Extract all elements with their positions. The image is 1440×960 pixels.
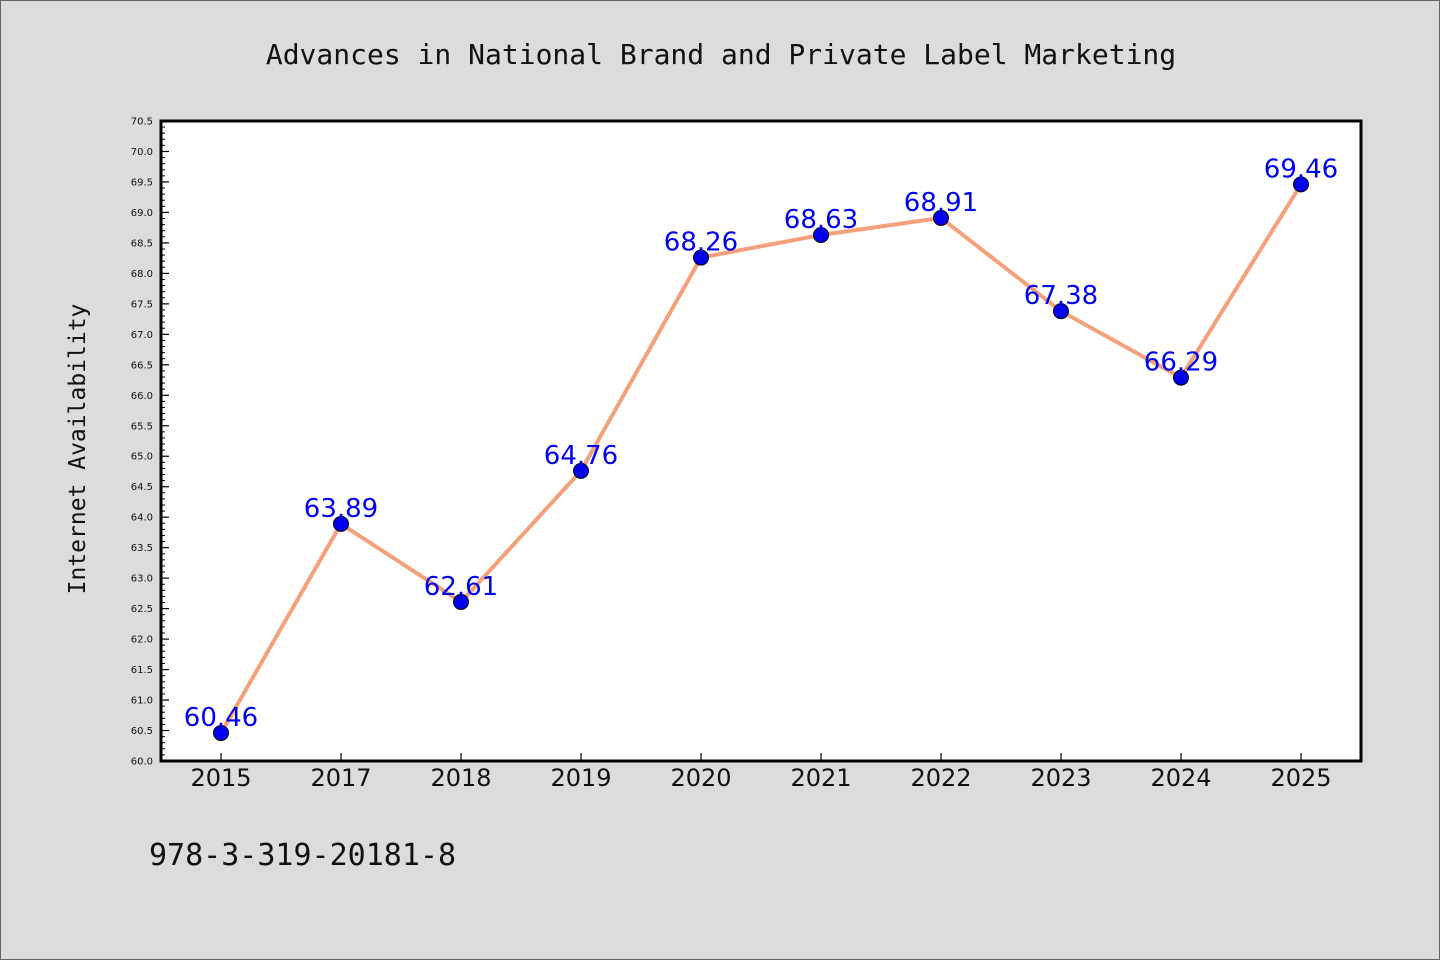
plot-area xyxy=(161,121,1361,761)
chart-title: Advances in National Brand and Private L… xyxy=(266,38,1176,71)
y-tick-label: 64.5 xyxy=(131,482,153,493)
x-tick-label: 2020 xyxy=(670,764,731,792)
y-tick-label: 65.0 xyxy=(131,452,153,463)
data-label: 63.89 xyxy=(304,494,378,524)
x-tick-label: 2024 xyxy=(1150,764,1211,792)
y-tick-label: 67.5 xyxy=(131,299,153,310)
x-tick-label: 2021 xyxy=(790,764,851,792)
x-tick-label: 2018 xyxy=(430,764,491,792)
y-tick-label: 68.0 xyxy=(131,269,153,280)
y-tick-label: 63.0 xyxy=(131,574,153,585)
data-label: 68.63 xyxy=(784,205,858,235)
data-point xyxy=(693,249,709,266)
y-tick-label: 60.5 xyxy=(131,726,153,737)
x-tick-label: 2019 xyxy=(550,764,611,792)
y-tick-label: 64.0 xyxy=(131,513,153,524)
y-tick-label: 70.5 xyxy=(131,117,153,128)
y-tick-label: 66.0 xyxy=(131,391,153,402)
plot-frame xyxy=(159,119,1363,763)
data-label: 60.46 xyxy=(184,703,258,733)
data-point xyxy=(333,515,349,532)
x-tick-label: 2015 xyxy=(190,764,251,792)
y-tick-label: 68.5 xyxy=(131,238,153,249)
y-tick-label: 61.5 xyxy=(131,665,153,676)
y-tick-label: 63.5 xyxy=(131,543,153,554)
isbn-footer: 978-3-319-20181-8 xyxy=(149,838,456,873)
data-point xyxy=(453,593,469,610)
data-label: 69.46 xyxy=(1264,154,1338,184)
y-axis-label: Internet Availability xyxy=(65,304,91,595)
series-layer: 60.46 63.89 62.61 64.76 68.26 68.63 68.91 67.38… xyxy=(184,154,1338,741)
y-tick-label: 67.0 xyxy=(131,330,153,341)
series-line xyxy=(219,183,1303,734)
y-tick-label: 70.0 xyxy=(131,147,153,158)
y-tick-label: 69.5 xyxy=(131,177,153,188)
y-tick-label: 69.0 xyxy=(131,208,153,219)
x-tick-label: 2023 xyxy=(1030,764,1091,792)
data-point xyxy=(1293,176,1309,193)
x-tick-label: 2022 xyxy=(910,764,971,792)
y-tick-label: 60.0 xyxy=(131,757,153,768)
x-tick-label: 2025 xyxy=(1270,764,1331,792)
data-point xyxy=(813,226,829,243)
data-point xyxy=(573,462,589,479)
data-label: 64.76 xyxy=(544,441,618,471)
data-point xyxy=(1053,303,1069,320)
y-tick-label: 62.5 xyxy=(131,604,153,615)
y-tick-label: 62.0 xyxy=(131,635,153,646)
y-tick-label: 66.5 xyxy=(131,360,153,371)
data-label: 68.26 xyxy=(664,228,738,258)
data-label: 62.61 xyxy=(424,572,498,602)
data-point xyxy=(1173,369,1189,386)
x-tick-label: 2017 xyxy=(310,764,371,792)
y-tick-label: 61.0 xyxy=(131,696,153,707)
data-point xyxy=(213,724,229,741)
data-point xyxy=(933,209,949,226)
data-label: 67.38 xyxy=(1024,281,1098,311)
x-axis-ticks: 2015 2017 2018 2019 2020 2021 2022 2023 2024 2025 xyxy=(190,753,1332,792)
data-label: 68.91 xyxy=(904,188,978,218)
y-tick-label: 65.5 xyxy=(131,421,153,432)
data-label: 66.29 xyxy=(1144,348,1218,378)
